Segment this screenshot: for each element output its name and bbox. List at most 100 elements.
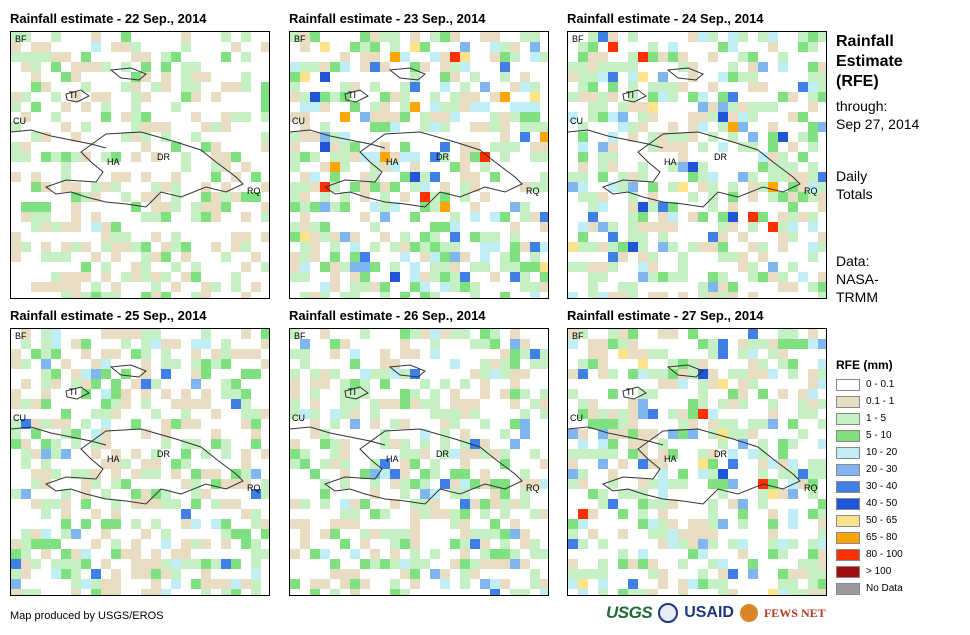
rainfall-cell [390,52,400,62]
rainfall-cell [131,499,141,509]
rainfall-cell [201,399,211,409]
rainfall-cell [568,92,578,102]
rainfall-cell [350,359,360,369]
rainfall-cell [588,359,598,369]
rainfall-cell [101,439,111,449]
rainfall-cell [221,389,231,399]
rainfall-cell [31,222,41,232]
rainfall-cell [788,439,798,449]
rainfall-cell [241,349,251,359]
rainfall-cell [400,559,410,569]
rainfall-cell [728,212,738,222]
rainfall-cell [81,469,91,479]
rainfall-cell [31,559,41,569]
rainfall-cell [540,182,548,192]
rainfall-cell [300,449,310,459]
rainfall-cell [21,329,31,339]
rainfall-cell [708,509,718,519]
rainfall-cell [678,579,688,589]
rainfall-cell [450,559,460,569]
rainfall-cell [738,389,748,399]
rainfall-cell [648,52,658,62]
rainfall-cell [221,52,231,62]
rainfall-cell [261,202,269,212]
country-label: TI [348,387,356,397]
rainfall-cell [390,32,400,42]
rainfall-cell [708,292,718,298]
rainfall-cell [440,192,450,202]
rainfall-cell [738,142,748,152]
rainfall-cell [440,272,450,282]
map-panel-1: BF TI CU HA DR RQ [10,31,270,299]
rainfall-cell [450,272,460,282]
rainfall-cell [758,162,768,172]
coastline-outline [601,131,801,208]
legend-item: 50 - 65 [836,512,903,529]
data-line-3: TRMM [836,289,878,305]
rainfall-cell [500,262,510,272]
rainfall-cell [41,359,51,369]
rainfall-cell [648,429,658,439]
rainfall-cell [380,399,390,409]
rainfall-cell [201,212,211,222]
rainfall-cell [808,469,818,479]
rainfall-cell [290,152,300,162]
rainfall-cell [490,359,500,369]
rainfall-cell [818,192,826,202]
rainfall-cell [698,142,708,152]
rainfall-cell [261,142,269,152]
rainfall-cell [91,32,101,42]
rainfall-cell [350,589,360,595]
rainfall-cell [480,192,490,202]
rainfall-cell [648,569,658,579]
rainfall-cell [608,329,618,339]
rainfall-cell [668,519,678,529]
rainfall-cell [788,212,798,222]
rainfall-cell [568,519,578,529]
rainfall-cell [350,182,360,192]
rainfall-cell [648,192,658,202]
rainfall-cell [818,242,826,252]
rainfall-cell [788,339,798,349]
country-label: DR [436,449,449,459]
rainfall-cell [11,142,21,152]
rainfall-cell [400,389,410,399]
rainfall-cell [131,202,141,212]
rainfall-cell [191,579,201,589]
rainfall-cell [11,232,21,242]
rainfall-cell [648,132,658,142]
rainfall-cell [131,329,141,339]
rainfall-cell [430,349,440,359]
rainfall-cell [788,519,798,529]
rainfall-cell [470,122,480,132]
rainfall-cell [71,132,81,142]
rainfall-cell [101,152,111,162]
rainfall-cell [728,122,738,132]
rainfall-cell [808,379,818,389]
rainfall-cell [618,429,628,439]
rainfall-cell [628,72,638,82]
rainfall-cell [798,152,808,162]
rainfall-cell [658,569,668,579]
rainfall-cell [688,529,698,539]
rainfall-cell [141,172,151,182]
rainfall-cell [658,142,668,152]
rainfall-cell [21,359,31,369]
rainfall-cell [658,509,668,519]
rainfall-cell [728,182,738,192]
rainfall-cell [221,162,231,172]
rainfall-cell [141,212,151,222]
rainfall-cell [578,52,588,62]
rainfall-cell [598,489,608,499]
rainfall-cell [11,569,21,579]
rainfall-cell [360,32,370,42]
rainfall-cell [320,162,330,172]
rainfall-cell [101,489,111,499]
rainfall-cell [181,409,191,419]
rainfall-cell [101,222,111,232]
rainfall-cell [61,242,71,252]
rainfall-cell [530,32,540,42]
rainfall-cell [211,242,221,252]
rainfall-cell [161,292,171,298]
rainfall-cell [360,42,370,52]
